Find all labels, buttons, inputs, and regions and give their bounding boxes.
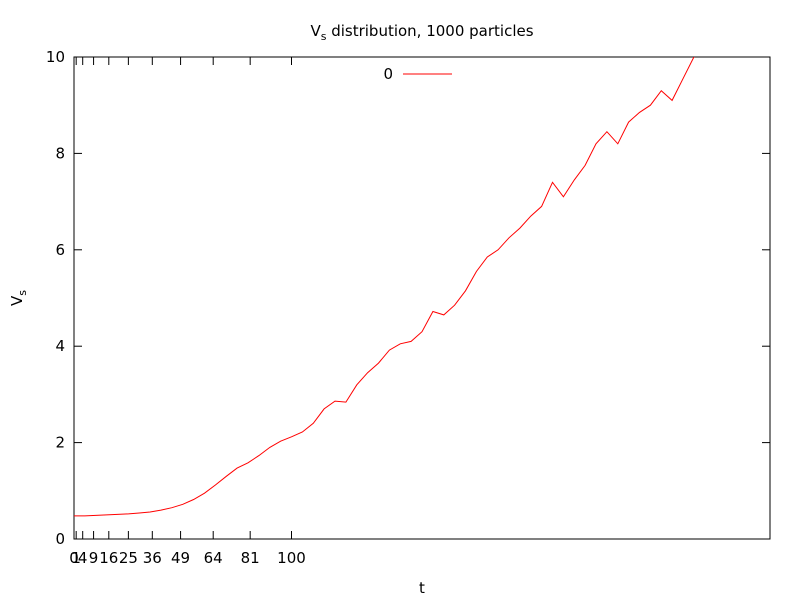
x-tick-label: 9: [89, 549, 99, 567]
series-line: [74, 57, 695, 517]
y-tick-label: 0: [55, 530, 65, 548]
x-tick-label: 49: [171, 549, 190, 567]
x-tick-label: 100: [277, 549, 306, 567]
x-tick-label: 1: [71, 549, 81, 567]
x-tick-label: 81: [241, 549, 260, 567]
x-tick-label: 4: [78, 549, 88, 567]
plot-area: [74, 57, 695, 517]
y-tick-label: 2: [55, 434, 65, 452]
x-tick-label: 25: [119, 549, 138, 567]
x-tick-label: 36: [143, 549, 162, 567]
x-tick-label: 16: [99, 549, 118, 567]
legend-label: 0: [383, 65, 393, 83]
y-tick-label: 10: [46, 48, 65, 66]
plot-frame: [73, 56, 771, 540]
x-tick-label: 64: [204, 549, 223, 567]
chart-title: Vs distribution, 1000 particles: [310, 22, 533, 43]
x-tick-label: 0: [69, 549, 79, 567]
x-axis-label: t: [419, 579, 425, 597]
y-axis-label: Vs: [8, 290, 29, 306]
y-tick-label: 4: [55, 337, 65, 355]
y-tick-label: 6: [55, 241, 65, 259]
y-tick-label: 8: [55, 144, 65, 162]
legend: 0: [383, 65, 452, 83]
